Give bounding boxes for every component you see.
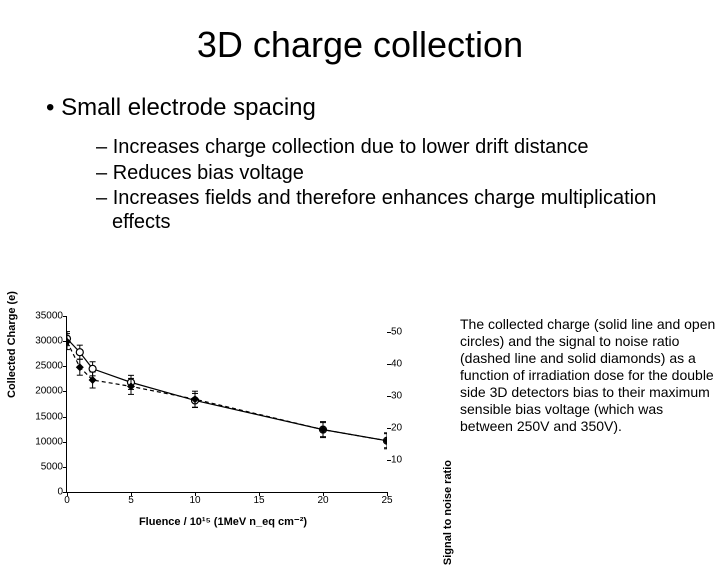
plot-area: 0500010000150002000025000300003500010203…	[66, 316, 387, 493]
xtick: 10	[189, 495, 200, 506]
ytick-right: 40	[391, 359, 402, 370]
xtick: 0	[64, 495, 70, 506]
slide-title: 3D charge collection	[0, 0, 720, 94]
ytick-right: 30	[391, 391, 402, 402]
lower-row: Collected Charge (e) Signal to noise rat…	[8, 310, 712, 528]
ytick-right: 10	[391, 455, 402, 466]
slide: 3D charge collection Small electrode spa…	[0, 0, 720, 540]
bullet-level2: Increases charge collection due to lower…	[96, 136, 660, 160]
y-axis-right-label: Signal to noise ratio	[442, 460, 454, 565]
ytick-left: 5000	[41, 461, 63, 472]
ytick-left: 30000	[35, 336, 63, 347]
ytick-left: 15000	[35, 411, 63, 422]
ytick-left: 25000	[35, 361, 63, 372]
ytick-right: 50	[391, 327, 402, 338]
plot-svg	[67, 316, 387, 492]
y-axis-left-label: Collected Charge (e)	[6, 291, 18, 398]
ytick-left: 10000	[35, 436, 63, 447]
ytick-right: 20	[391, 423, 402, 434]
ytick-left: 20000	[35, 386, 63, 397]
x-axis-label: Fluence / 10¹⁵ (1MeV n_eq cm⁻²)	[8, 515, 438, 528]
xtick: 5	[128, 495, 134, 506]
chart-caption: The collected charge (solid line and ope…	[460, 316, 716, 436]
chart: Collected Charge (e) Signal to noise rat…	[8, 310, 438, 528]
xtick: 20	[317, 495, 328, 506]
xtick: 15	[253, 495, 264, 506]
ytick-left: 35000	[35, 311, 63, 322]
bullet-level1: Small electrode spacing	[46, 94, 720, 122]
bullet-level2: Reduces bias voltage	[96, 162, 660, 186]
xtick: 25	[381, 495, 392, 506]
bullet-level2: Increases fields and therefore enhances …	[96, 187, 660, 234]
